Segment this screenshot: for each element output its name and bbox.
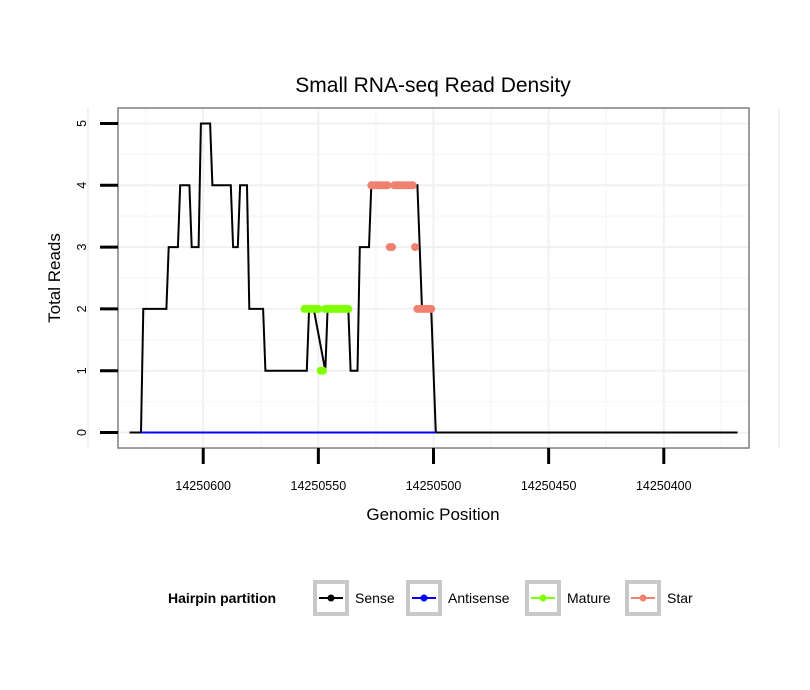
y-tick-label: 2 [75,305,89,312]
x-axis-title: Genomic Position [366,505,499,524]
data-point-star [383,181,392,190]
legend-key-point-antisense [420,594,428,602]
y-tick-label: 5 [75,120,89,127]
y-tick-label: 4 [75,182,89,189]
legend-label-sense: Sense [355,590,395,606]
legend-label-star: Star [667,590,693,606]
y-tick-label: 0 [75,429,89,436]
legend-title: Hairpin partition [168,590,276,606]
legend-key-point-star [639,594,647,602]
data-point-star [408,181,417,190]
data-point-star [388,243,397,252]
legend-label-mature: Mature [567,590,611,606]
data-point-star [411,243,420,252]
data-point-star [427,304,436,313]
data-point-mature [314,304,323,313]
chart-title: Small RNA-seq Read Density [295,74,571,97]
legend-label-antisense: Antisense [448,590,510,606]
y-tick-label: 1 [75,367,89,374]
grid-layer [87,108,780,448]
y-tick-label: 3 [75,244,89,251]
x-tick-label: 14250450 [521,479,577,493]
axis-layer: 14250600 14250550 14250500 14250450 14250400… [75,120,692,493]
legend: Hairpin partition Sense Antisense Mature St… [168,580,693,616]
legend-key-point-sense [327,594,335,602]
x-tick-label: 14250500 [406,479,462,493]
x-tick-label: 14250400 [636,479,692,493]
data-point-mature [344,304,353,313]
legend-key-point-mature [539,594,547,602]
data-point-mature [318,366,327,375]
series-layer [129,122,738,434]
x-tick-label: 14250550 [291,479,347,493]
y-axis-title: Total Reads [45,233,64,323]
x-tick-label: 14250600 [175,479,231,493]
